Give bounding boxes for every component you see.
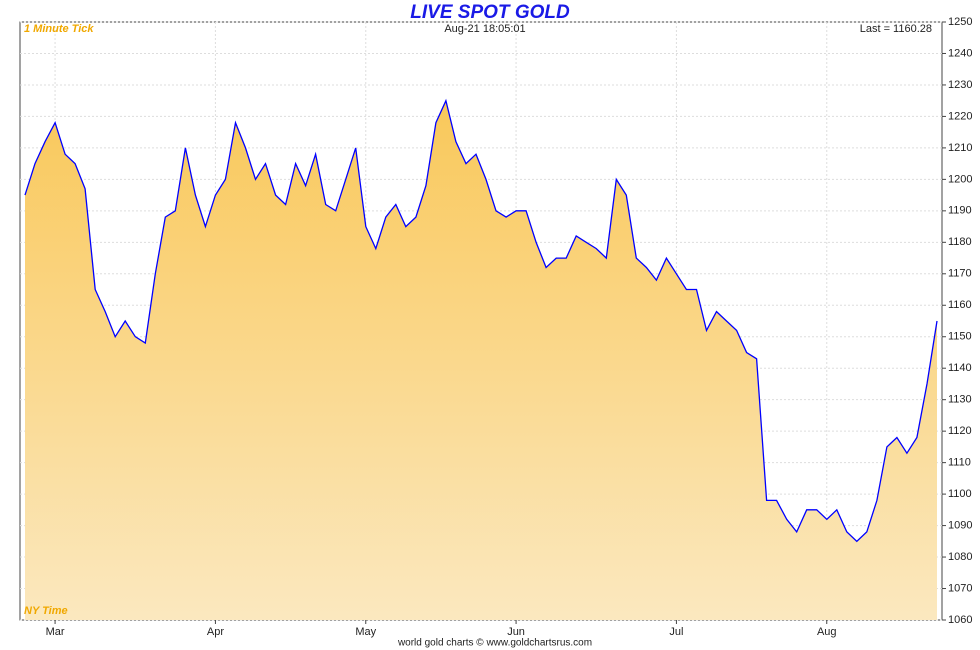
footer: world gold charts © www.goldchartsrus.co…	[397, 638, 592, 649]
y-tick-label: 1230	[948, 79, 972, 91]
time-zone-label: NY Time	[24, 605, 68, 617]
y-tick-label: 1130	[948, 394, 972, 406]
y-tick-label: 1060	[948, 614, 972, 626]
y-tick-label: 1080	[948, 551, 972, 563]
area-fill	[25, 100, 937, 620]
y-tick-label: 1160	[948, 299, 972, 311]
price-line	[24, 98, 938, 543]
last-price: Last = 1160.28	[860, 23, 932, 35]
y-tick-label: 1200	[948, 173, 972, 185]
y-tick-label: 1210	[948, 142, 972, 154]
x-tick-label: Mar	[46, 626, 65, 638]
y-tick-label: 1220	[948, 110, 972, 122]
y-tick-label: 1170	[948, 268, 972, 280]
x-tick-label: Aug	[817, 626, 837, 638]
y-tick-label: 1090	[948, 519, 972, 531]
x-tick-label: May	[355, 626, 376, 638]
y-tick-label: 1240	[948, 47, 972, 59]
x-tick-label: Apr	[207, 626, 224, 638]
timestamp: Aug-21 18:05:01	[444, 23, 525, 35]
y-tick-label: 1070	[948, 582, 972, 594]
y-tick-label: 1190	[948, 205, 972, 217]
y-tick-label: 1150	[948, 331, 972, 343]
x-tick-label: Jul	[669, 626, 683, 638]
tick-label: 1 Minute Tick	[24, 23, 94, 35]
y-tick-label: 1250	[948, 16, 972, 28]
x-tick-label: Jun	[507, 626, 525, 638]
y-tick-label: 1180	[948, 236, 972, 248]
y-tick-label: 1100	[948, 488, 972, 500]
y-tick-label: 1120	[948, 425, 972, 437]
y-tick-label: 1140	[948, 362, 972, 374]
chart-title: LIVE SPOT GOLD	[410, 2, 570, 23]
y-tick-label: 1110	[948, 457, 971, 469]
